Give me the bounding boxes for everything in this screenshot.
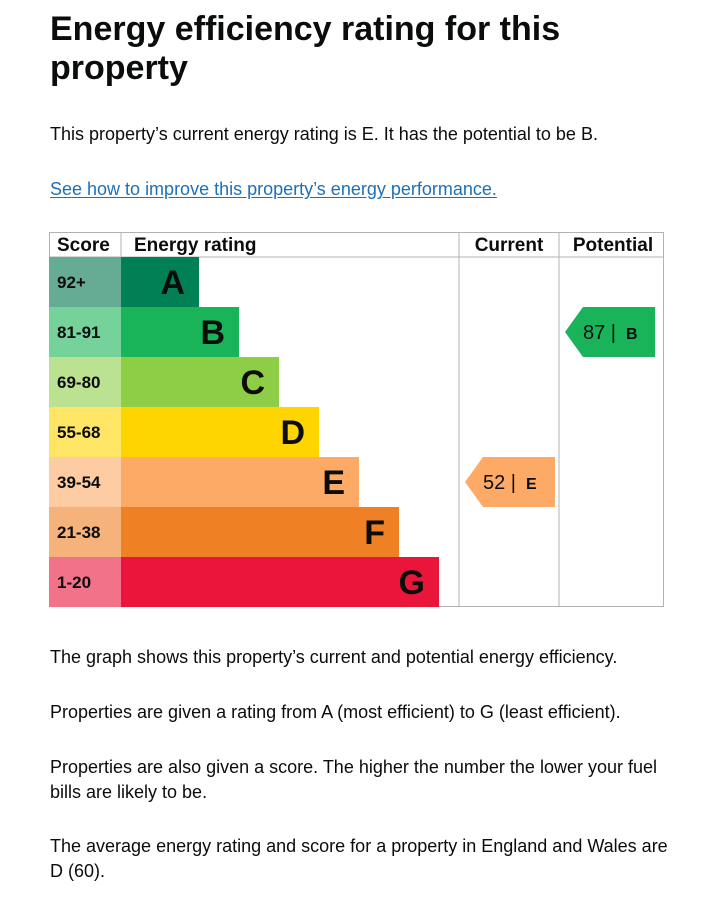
page-title: Energy efficiency rating for this proper… bbox=[50, 10, 561, 87]
score-cell bbox=[49, 407, 121, 457]
potential-rating-arrow-value: 87 | B bbox=[583, 322, 638, 344]
band-letter: F bbox=[364, 514, 385, 552]
score-description: Properties are also given a score. The h… bbox=[50, 757, 657, 802]
band-row-a: 92+ A bbox=[49, 257, 199, 307]
rating-bar bbox=[121, 557, 439, 607]
header-score: Score bbox=[57, 235, 110, 256]
band-letter: D bbox=[280, 414, 305, 452]
band-row-e: 39-54 E bbox=[49, 457, 359, 507]
band-row-c: 69-80 C bbox=[49, 357, 279, 407]
improve-performance-link[interactable]: See how to improve this property’s energ… bbox=[50, 179, 497, 199]
average-description: The average energy rating and score for … bbox=[50, 836, 668, 881]
rating-description: Properties are given a rating from A (mo… bbox=[50, 702, 621, 722]
rating-bar bbox=[121, 257, 199, 307]
score-range: 39-54 bbox=[57, 473, 101, 492]
graph-description: The graph shows this property’s current … bbox=[50, 647, 618, 667]
score-range: 1-20 bbox=[57, 573, 91, 592]
header-current: Current bbox=[475, 235, 544, 256]
energy-rating-chart: Score Energy rating Current Potential 92… bbox=[49, 232, 664, 607]
band-letter: C bbox=[240, 364, 265, 402]
rating-arrows: 52 | E 87 | B bbox=[465, 307, 655, 507]
score-cell bbox=[49, 557, 121, 607]
rating-bar bbox=[121, 407, 319, 457]
score-cell bbox=[49, 257, 121, 307]
potential-rating-arrow-shape bbox=[565, 307, 655, 357]
score-cell bbox=[49, 507, 121, 557]
score-cell bbox=[49, 457, 121, 507]
score-cell bbox=[49, 357, 121, 407]
band-letter: A bbox=[160, 264, 185, 302]
band-letter: E bbox=[322, 464, 345, 502]
band-row-b: 81-91 B bbox=[49, 307, 239, 357]
rating-bar bbox=[121, 307, 239, 357]
rating-bar bbox=[121, 507, 399, 557]
current-rating-arrow: 52 | E bbox=[465, 457, 555, 507]
band-row-d: 55-68 D bbox=[49, 407, 319, 457]
score-range: 21-38 bbox=[57, 523, 100, 542]
current-rating-summary: This property’s current energy rating is… bbox=[50, 124, 598, 144]
chart-header: Score Energy rating Current Potential bbox=[57, 235, 653, 256]
rating-bar bbox=[121, 457, 359, 507]
band-letter: B bbox=[200, 314, 225, 352]
score-cell bbox=[49, 307, 121, 357]
header-potential: Potential bbox=[573, 235, 653, 256]
score-range: 69-80 bbox=[57, 373, 100, 392]
header-energy-rating: Energy rating bbox=[134, 235, 256, 256]
potential-rating-arrow: 87 | B bbox=[565, 307, 655, 357]
score-range: 92+ bbox=[57, 273, 86, 292]
band-letter: G bbox=[399, 564, 425, 602]
score-range: 81-91 bbox=[57, 323, 100, 342]
rating-bands: 92+ A 81-91 B 69-80 C 55-68 D 39-54 E 21-38 F 1-20 G bbox=[49, 257, 439, 607]
score-range: 55-68 bbox=[57, 423, 100, 442]
band-row-f: 21-38 F bbox=[49, 507, 399, 557]
band-row-g: 1-20 G bbox=[49, 557, 439, 607]
current-rating-arrow-value: 52 | E bbox=[483, 472, 537, 494]
rating-bar bbox=[121, 357, 279, 407]
current-rating-arrow-shape bbox=[465, 457, 555, 507]
